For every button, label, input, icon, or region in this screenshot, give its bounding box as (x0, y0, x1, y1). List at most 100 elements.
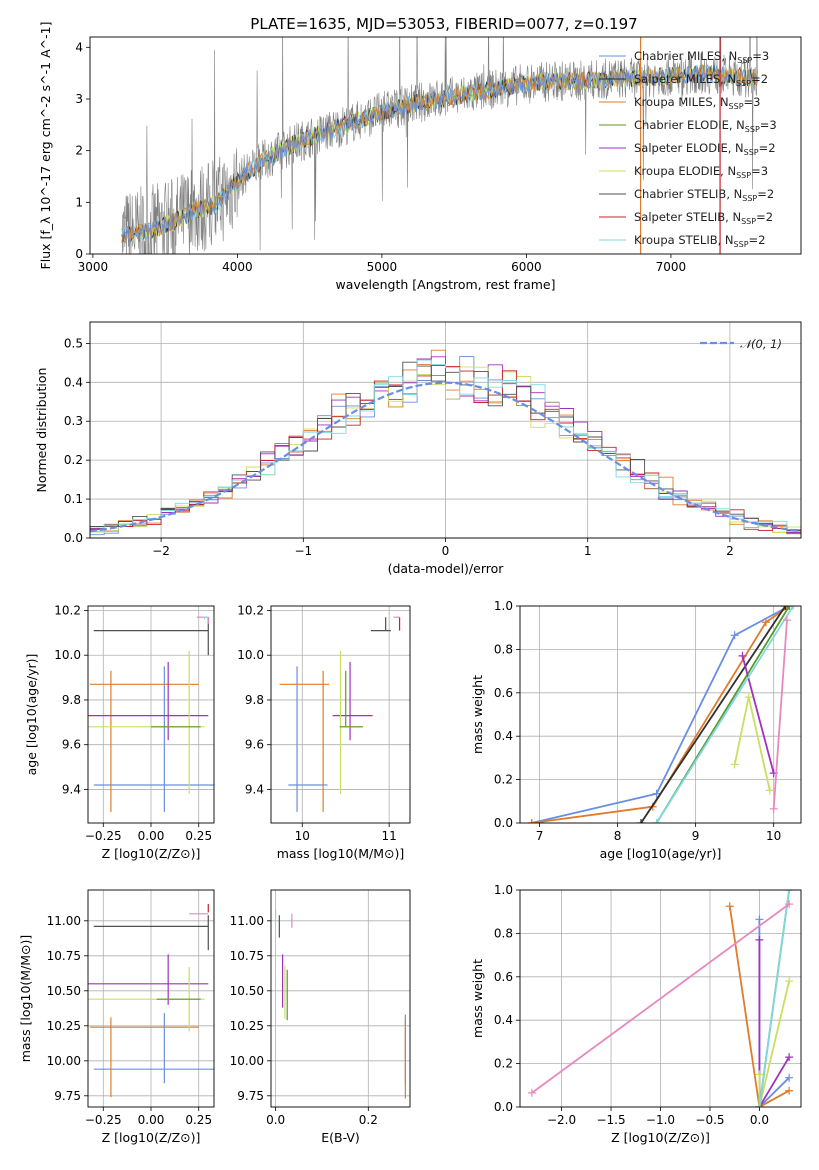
plot-area (527, 890, 794, 1107)
plot-area (275, 909, 406, 1099)
legend-entry: Chabrier MILES, NSSP=3 (634, 49, 769, 65)
age-vs-mass-panel: 10 11 9.4 9.6 9.8 10.0 10.2 mass [log10(M/M⊙)] (237, 603, 411, 861)
legend-entry: Kroupa ELODIE, NSSP=3 (634, 164, 768, 180)
x-tick-label: −1.0 (646, 1113, 675, 1127)
mass-weight-marker (785, 606, 794, 610)
model-spectrum-2 (121, 66, 758, 243)
y-axis-label: age [log10(age/yr)] (24, 654, 39, 776)
plot-area (90, 349, 801, 538)
plot-area (121, 37, 758, 254)
y-tick-label: 10.25 (47, 1019, 81, 1033)
mass-weight-marker (785, 890, 794, 894)
age-vs-metallicity-panel: −0.25 0.00 0.25 9.4 9.6 9.8 10.0 10.2 Z [log10(Z… (24, 603, 215, 861)
mass-weight-marker (730, 631, 739, 640)
mass-weight-marker (527, 819, 536, 823)
model-spectrum-4 (121, 64, 758, 244)
axes-frame (519, 889, 802, 1108)
mass-weight-marker (652, 819, 661, 823)
mass-weight-line-7 (772, 620, 788, 809)
mass-weight-line-0 (531, 606, 790, 823)
mass-weight-vs-metallicity-panel: −2.0 −1.5 −1.0 −0.5 0.0 0.0 0.2 0.4 0.6 0.8 1.0 Z [… (470, 883, 802, 1145)
y-tick-label: 0.4 (494, 1013, 513, 1027)
y-tick-label: 0.6 (494, 970, 513, 984)
x-tick-label: 0 (442, 544, 450, 558)
mass-weight-marker (782, 616, 791, 625)
x-tick-label: 4000 (222, 260, 253, 274)
mass-weight-line-6 (655, 606, 794, 823)
x-tick-label: 3000 (78, 260, 109, 274)
x-tick-label: 0.00 (138, 829, 165, 843)
y-tick-label: 11.00 (230, 914, 264, 928)
y-tick-label: 10.50 (230, 984, 264, 998)
mass-weight-marker (755, 1070, 764, 1079)
y-tick-label: 1.0 (494, 883, 513, 897)
mass-weight-marker (785, 977, 794, 986)
y-tick-label: 0.0 (494, 816, 513, 830)
y-tick-label: 0.2 (494, 1057, 513, 1071)
axes-frame (87, 605, 215, 824)
observed-spectrum (121, 37, 758, 254)
x-tick-label: 1 (584, 544, 592, 558)
y-tick-label: 10.0 (237, 648, 264, 662)
y-tick-label: 10.2 (237, 603, 264, 617)
y-axis-label: Flux [f_λ 10^-17 erg cm^-2 s^-1 A^-1] (38, 22, 53, 270)
mass-weight-marker (725, 902, 734, 911)
mass-weight-marker (785, 1086, 794, 1095)
mass-weight-marker (785, 1053, 794, 1062)
y-axis-label: mass [log10(M/M⊙)] (18, 935, 33, 1063)
residual-histogram-panel: −2 −1 0 1 2 0.0 0.1 0.2 0.3 0.4 0.5 (data-model)/er… (34, 321, 802, 576)
mass-weight-line-2 (758, 939, 790, 1107)
x-tick-label: 9 (692, 829, 700, 843)
y-tick-label: 10.0 (54, 648, 81, 662)
y-tick-label: 10.75 (230, 949, 264, 963)
x-axis-label: Z [log10(Z/Z⊙)] (102, 1130, 201, 1145)
mass-weight-marker (785, 1073, 794, 1082)
x-axis-label: wavelength [Angstrom, rest frame] (335, 277, 555, 292)
mass-weight-line-5 (758, 890, 790, 1107)
mass-weight-marker (527, 1088, 536, 1097)
y-tick-label: 9.4 (62, 782, 81, 796)
plot-area (279, 616, 401, 812)
y-tick-label: 0.4 (64, 375, 83, 389)
y-tick-label: 0.8 (494, 642, 513, 656)
legend-entry: Salpeter STELIB, NSSP=2 (634, 210, 773, 226)
y-tick-label: 4 (75, 40, 83, 54)
legend-entry: Chabrier ELODIE, NSSP=3 (634, 118, 777, 134)
legend-entry: 𝒩(0, 1) (740, 337, 782, 351)
axes-frame (519, 605, 802, 824)
x-axis-label: mass [log10(M/M⊙)] (277, 846, 405, 861)
mass-weight-marker (781, 606, 790, 610)
mass-weight-line-4 (733, 696, 771, 791)
y-tick-label: 3 (75, 92, 83, 106)
x-tick-label: 10 (766, 829, 781, 843)
spectrum-panel: 3000 4000 5000 6000 7000 0 1 2 3 4 wavelength [Ang… (38, 22, 802, 292)
y-tick-label: 9.75 (237, 1089, 264, 1103)
y-tick-label: 10.25 (230, 1019, 264, 1033)
mass-vs-metallicity-panel: −0.25 0.00 0.25 9.75 10.00 10.25 10.50 10.75 11.… (18, 889, 215, 1145)
y-tick-label: 10.00 (47, 1054, 81, 1068)
y-axis-label: mass weight (470, 675, 485, 754)
y-tick-label: 1.0 (494, 599, 513, 613)
x-axis-label: Z [log10(Z/Z⊙)] (102, 846, 201, 861)
y-tick-label: 0 (75, 247, 83, 261)
x-tick-label: 0.0 (750, 1113, 769, 1127)
mass-weight-marker (636, 819, 645, 823)
mass-weight-marker (755, 935, 764, 944)
mass-weight-marker (765, 786, 774, 795)
y-tick-label: 0.4 (494, 729, 513, 743)
axes-frame (87, 889, 215, 1108)
mass-weight-marker (744, 693, 753, 702)
x-tick-label: −0.25 (85, 829, 122, 843)
y-tick-label: 10.2 (54, 603, 81, 617)
y-tick-label: 2 (75, 144, 83, 158)
plot-area (88, 904, 214, 1098)
y-axis-label: mass weight (470, 959, 485, 1038)
y-tick-label: 0.3 (64, 414, 83, 428)
x-tick-label: 7 (536, 829, 544, 843)
mass-weight-marker (755, 1103, 764, 1107)
mass-weight-vs-age-panel: 7 8 9 10 0.0 0.2 0.4 0.6 0.8 1.0 age [log10(age/yr… (470, 599, 802, 861)
x-tick-label: −1.5 (596, 1113, 625, 1127)
axes-frame (270, 889, 411, 1108)
plot-area (88, 616, 214, 812)
